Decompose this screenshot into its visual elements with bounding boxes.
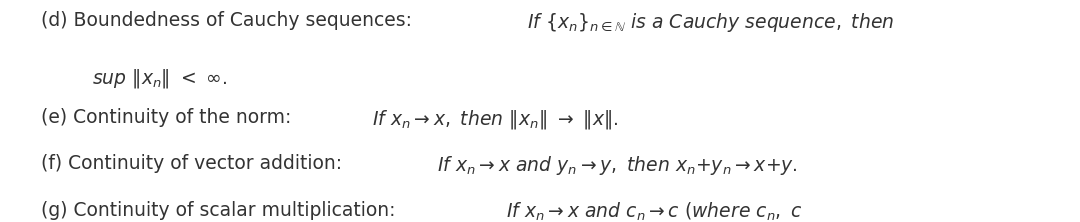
Text: (g) Continuity of scalar multiplication:: (g) Continuity of scalar multiplication:	[41, 201, 402, 220]
Text: $\mathit{If\ x_n \to x,\ then\ }\|x_n\|\mathit{\ \to\ }\|x\|\mathit{.}$: $\mathit{If\ x_n \to x,\ then\ }\|x_n\|\…	[372, 108, 618, 131]
Text: $\mathit{sup\ }\|x_n\|\mathit{\ <\ \infty.}$: $\mathit{sup\ }\|x_n\|\mathit{\ <\ \inft…	[92, 67, 227, 90]
Text: $\mathit{If\ x_n \to x\ and\ c_n \to c\ (where\ c_n,\ c}$: $\mathit{If\ x_n \to x\ and\ c_n \to c\ …	[507, 201, 802, 222]
Text: $\mathit{If\ }\{x_n\}_{n\in\mathbb{N}}\mathit{\ is\ a\ Cauchy\ sequence,\ then}$: $\mathit{If\ }\{x_n\}_{n\in\mathbb{N}}\m…	[527, 11, 894, 34]
Text: (e) Continuity of the norm:: (e) Continuity of the norm:	[41, 108, 297, 127]
Text: (f) Continuity of vector addition:: (f) Continuity of vector addition:	[41, 154, 348, 173]
Text: $\mathit{If\ x_n \to x\ and\ y_n \to y,\ then\ x_n{+}y_n \to x{+}y.}$: $\mathit{If\ x_n \to x\ and\ y_n \to y,\…	[437, 154, 798, 177]
Text: (d) Boundedness of Cauchy sequences:: (d) Boundedness of Cauchy sequences:	[41, 11, 418, 30]
